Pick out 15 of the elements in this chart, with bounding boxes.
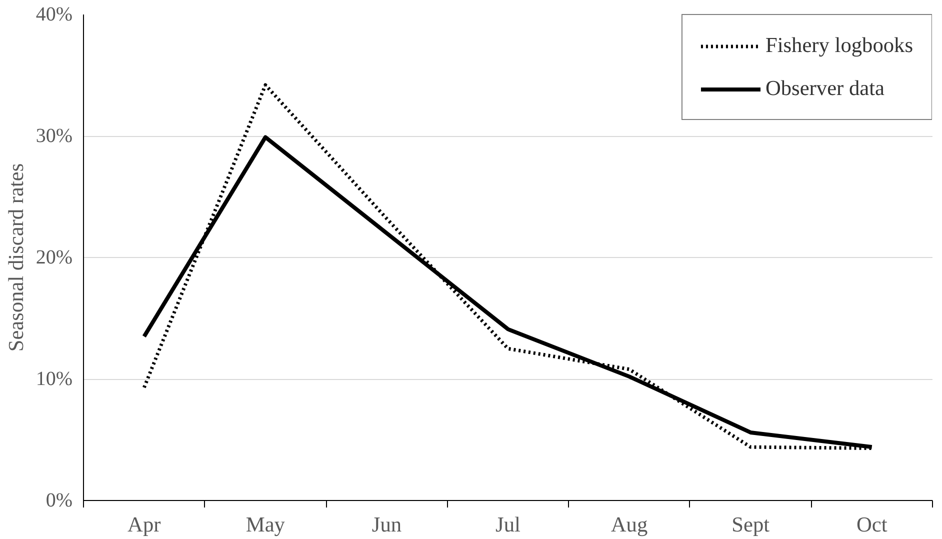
legend-label: Observer data bbox=[765, 76, 884, 101]
x-tick-label: Aug bbox=[610, 512, 648, 536]
y-tick-label: 30% bbox=[36, 125, 73, 147]
y-tick-label: 10% bbox=[36, 368, 73, 390]
x-tick-label: Jun bbox=[372, 512, 402, 536]
y-tick-label: 0% bbox=[46, 490, 73, 512]
y-tick-label: 40% bbox=[36, 4, 73, 26]
x-tick-label: Sept bbox=[732, 512, 770, 536]
y-axis-title: Seasonal discard rates bbox=[4, 163, 28, 352]
x-tick-label: Jul bbox=[496, 512, 521, 536]
x-tick-label: Oct bbox=[856, 512, 888, 536]
x-tick-label: May bbox=[246, 512, 286, 536]
legend-label: Fishery logbooks bbox=[765, 33, 913, 58]
y-tick-label: 20% bbox=[36, 246, 73, 268]
x-tick-label: Apr bbox=[128, 512, 161, 536]
